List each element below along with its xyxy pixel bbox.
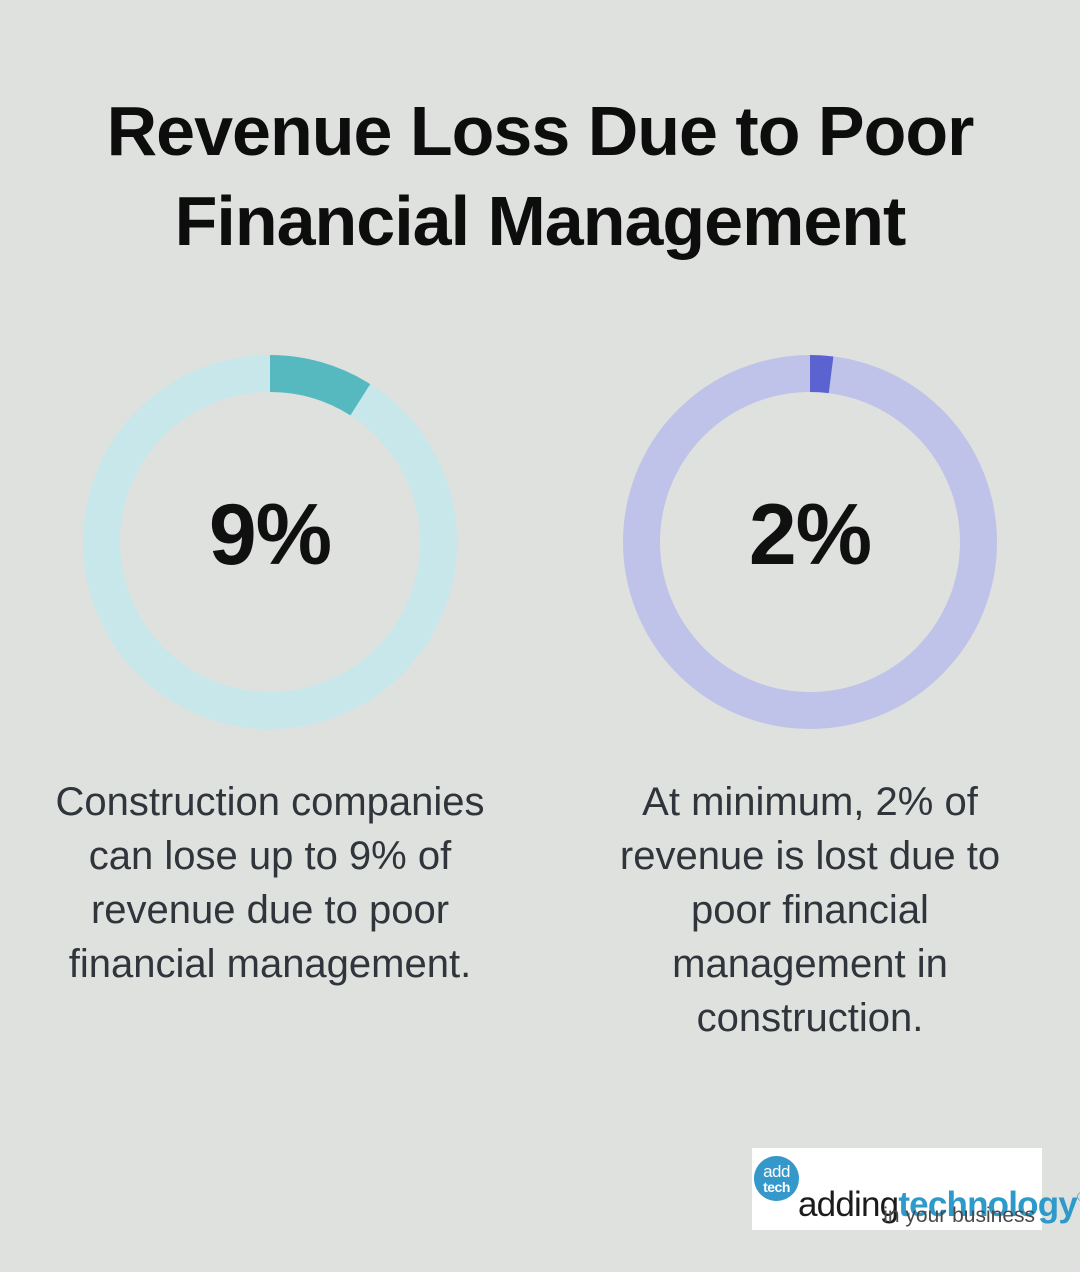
donut-ring-2pct <box>623 355 997 729</box>
chart-column-2pct: 2% At minimum, 2% of revenue is lost due… <box>540 355 1080 1045</box>
donut-chart-9pct: 9% <box>83 355 457 729</box>
chart-column-9pct: 9% Construction companies can lose up to… <box>0 355 540 1045</box>
logo-wordmark: addingtechnology® <box>798 1179 1080 1222</box>
logo-wordmark-adding: adding <box>798 1185 899 1224</box>
donut-center-value-2pct: 2% <box>748 486 872 583</box>
registered-trademark-icon: ® <box>1077 1189 1080 1204</box>
addtech-logo-circle-icon: add tech <box>754 1156 799 1201</box>
logo-tagline: in your business <box>883 1204 1035 1227</box>
page-title-line1: Revenue Loss Due to Poor <box>106 92 975 170</box>
logo-wordmark-technology: technology <box>898 1185 1077 1224</box>
chart-caption-2pct: At minimum, 2% of revenue is lost due to… <box>619 780 1001 1040</box>
page-title: Revenue Loss Due to Poor Financial Manage… <box>0 0 1080 266</box>
logo-circle-text-tech: tech <box>763 1179 790 1195</box>
donut-chart-2pct: 2% <box>623 355 997 729</box>
donut-center-value-9pct: 9% <box>208 486 332 583</box>
page-title-line2: Financial Management <box>174 182 907 260</box>
donut-ring-9pct <box>83 355 457 729</box>
addtech-logo: add tech addingtechnology® in your busin… <box>752 1148 1080 1230</box>
chart-caption-9pct: Construction companies can lose up to 9%… <box>55 780 485 986</box>
logo-circle-text-add: add <box>763 1162 790 1181</box>
charts-row: 9% Construction companies can lose up to… <box>0 355 1080 1045</box>
